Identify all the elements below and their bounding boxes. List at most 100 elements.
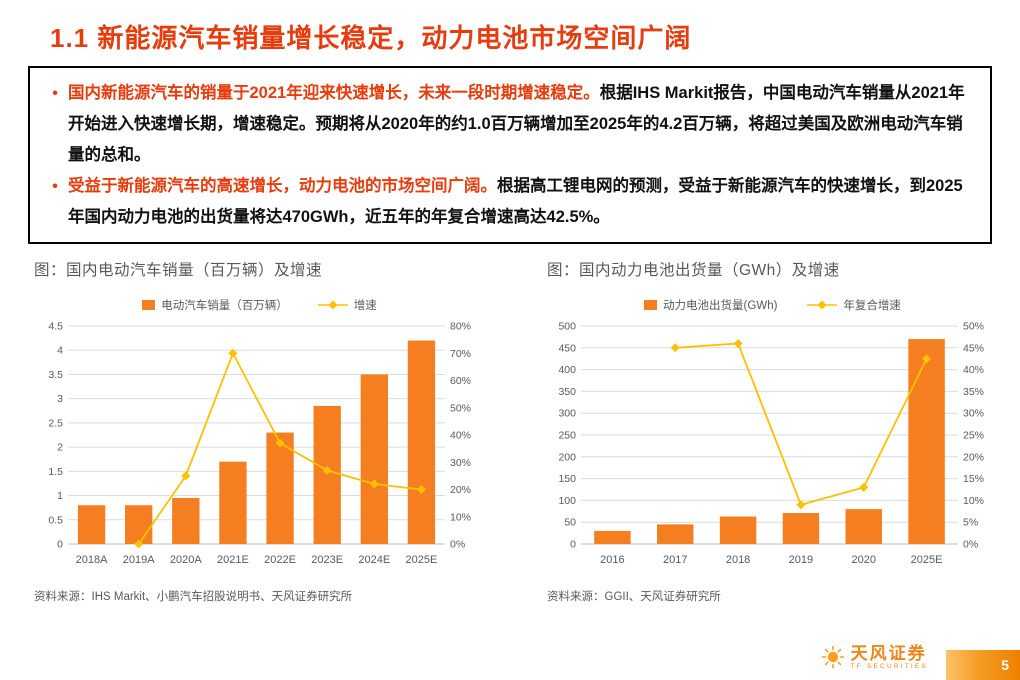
bar: [657, 524, 694, 544]
line-marker: [275, 438, 285, 448]
chart-title: 图：国内动力电池出货量（GWh）及增速: [547, 262, 840, 279]
left-axis-tick-label: 500: [558, 321, 576, 333]
summary-box: • 国内新能源汽车的销量于2021年迎来快速增长，未来一段时期增速稳定。根据IH…: [28, 66, 992, 244]
battery-shipment-chart: 0 50 100 150 200 250 300 350 400 450 500 0% 5% 10% 15%…: [558, 321, 984, 567]
left-axis-tick-label: 4.5: [48, 321, 63, 333]
page-number-bar: 5: [946, 650, 1020, 680]
x-axis-category-label: 2017: [663, 554, 687, 566]
bar: [219, 461, 247, 544]
x-axis-category-label: 2019A: [123, 554, 155, 566]
bar: [172, 497, 200, 544]
line-marker: [416, 485, 426, 494]
left-axis-tick-label: 1.5: [48, 466, 63, 478]
line-marker: [796, 500, 806, 510]
line-marker: [670, 343, 680, 353]
right-axis-tick-label: 40%: [963, 364, 984, 376]
line-marker: [859, 482, 869, 492]
ev-sales-chart-section: 图：国内电动汽车销量（百万辆）及增速 电动汽车销量（百万辆） 增速 0 0.5 1 1…: [32, 258, 487, 604]
left-axis-tick-label: 200: [558, 451, 576, 463]
legend-label: 电动汽车销量（百万辆）: [161, 300, 288, 312]
legend-item-bar: 动力电池出货量(GWh): [644, 297, 777, 313]
line-marker: [181, 471, 191, 481]
chart-title: 图：国内电动汽车销量（百万辆）及增速: [34, 262, 323, 279]
left-axis-tick-label: 250: [558, 430, 576, 442]
left-axis-tick-label: 2.5: [48, 417, 63, 429]
line-marker: [134, 539, 144, 549]
bar: [719, 516, 757, 544]
right-axis-tick-label: 60%: [450, 375, 471, 387]
x-axis-category-label: 2018A: [76, 554, 108, 566]
left-axis-tick-label: 3.5: [48, 369, 63, 381]
right-axis-tick-label: 10%: [450, 511, 471, 523]
left-axis-tick-label: 4: [57, 345, 63, 357]
page-title: 1.1 新能源汽车销量增长稳定，动力电池市场空间广阔: [50, 23, 692, 53]
bullet-body: 根据IHS Markit报告，中国电动汽车销量从2021年开始进入快速增长期，增…: [68, 84, 965, 164]
left-axis-tick-label: 100: [558, 495, 576, 507]
left-axis-tick-label: 0.5: [48, 514, 63, 526]
bar: [360, 374, 388, 544]
ev-sales-chart: 0 0.5 1 1.5 2 2.5 3 3.5 4 4.5 0% 10% 20% 30% 40% 50% 60%…: [48, 321, 471, 567]
line-swatch-icon: [807, 300, 838, 310]
x-axis-category-label: 2020: [852, 554, 876, 566]
legend-item-bar: 电动汽车销量（百万辆）: [142, 297, 288, 313]
bullet-highlight: 受益于新能源汽车的高速增长，动力电池的市场空间广阔。: [68, 177, 497, 195]
chart-legend: 电动汽车销量（百万辆） 增速: [32, 296, 487, 314]
chart-legend: 动力电池出货量(GWh) 年复合增速: [545, 296, 1000, 314]
bar: [313, 405, 341, 544]
x-axis-category-label: 2022E: [264, 554, 296, 566]
x-axis-category-label: 2019: [789, 554, 813, 566]
left-axis-tick-label: 450: [558, 342, 576, 354]
right-axis-tick-label: 70%: [450, 348, 471, 360]
bullet-text: 国内新能源汽车的销量于2021年迎来快速增长，未来一段时期增速稳定。根据IHS …: [68, 78, 974, 171]
bar-swatch-icon: [142, 300, 156, 310]
right-axis-tick-label: 0%: [450, 539, 465, 551]
page-number: 5: [1001, 657, 1009, 673]
battery-shipment-chart-section: 图：国内动力电池出货量（GWh）及增速 动力电池出货量(GWh) 年复合增速 0…: [545, 258, 1000, 604]
right-axis-tick-label: 30%: [450, 457, 471, 469]
bullet-item: • 受益于新能源汽车的高速增长，动力电池的市场空间广阔。根据高工锂电网的预测，受…: [42, 171, 974, 233]
right-axis-tick-label: 15%: [963, 473, 984, 485]
x-axis-category-label: 2023E: [311, 554, 343, 566]
footer: 天风证券 TF SECURITIES 5: [0, 638, 1020, 680]
left-axis-tick-label: 0: [570, 539, 576, 551]
right-axis-tick-label: 30%: [963, 408, 984, 420]
legend-label: 动力电池出货量(GWh): [663, 300, 778, 312]
legend-item-line: 年复合增速: [807, 297, 901, 313]
x-axis-category-label: 2016: [600, 554, 624, 566]
bullet-item: • 国内新能源汽车的销量于2021年迎来快速增长，未来一段时期增速稳定。根据IH…: [42, 78, 974, 171]
bar: [594, 530, 631, 544]
charts-row: 图：国内电动汽车销量（百万辆）及增速 电动汽车销量（百万辆） 增速 0 0.5 1 1…: [32, 258, 1000, 604]
bullet-marker: •: [52, 85, 58, 102]
line-marker: [228, 348, 238, 358]
x-axis-category-label: 2021E: [217, 554, 249, 566]
line-marker: [369, 479, 379, 489]
bar-swatch-icon: [644, 300, 658, 310]
sun-logo-icon: [821, 645, 844, 669]
left-axis-tick-label: 0: [57, 539, 63, 551]
left-axis-tick-label: 2: [57, 442, 63, 454]
line-marker: [922, 354, 932, 364]
legend-label: 年复合增速: [843, 300, 901, 312]
right-axis-tick-label: 20%: [450, 484, 471, 496]
right-axis-tick-label: 35%: [963, 386, 984, 398]
x-axis-category-label: 2018: [726, 554, 750, 566]
x-axis-category-label: 2025E: [406, 554, 438, 566]
tf-securities-logo: 天风证券 TF SECURITIES: [821, 645, 928, 671]
bar: [845, 509, 882, 544]
x-axis-category-label: 2020A: [170, 554, 202, 566]
legend-item-line: 增速: [317, 297, 377, 313]
bar: [77, 505, 106, 544]
right-axis-tick-label: 40%: [450, 430, 471, 442]
bar: [908, 339, 945, 544]
brand-name: 天风证券: [850, 643, 927, 663]
bar: [407, 340, 436, 544]
line-marker: [733, 338, 743, 348]
bullet-text: 受益于新能源汽车的高速增长，动力电池的市场空间广阔。根据高工锂电网的预测，受益于…: [68, 171, 974, 233]
x-axis-category-label: 2025E: [911, 554, 943, 566]
brand-subtitle: TF SECURITIES: [850, 662, 928, 670]
bar: [266, 432, 294, 544]
line-marker: [322, 465, 332, 475]
right-axis-tick-label: 45%: [963, 342, 984, 354]
left-axis-tick-label: 350: [558, 386, 576, 398]
